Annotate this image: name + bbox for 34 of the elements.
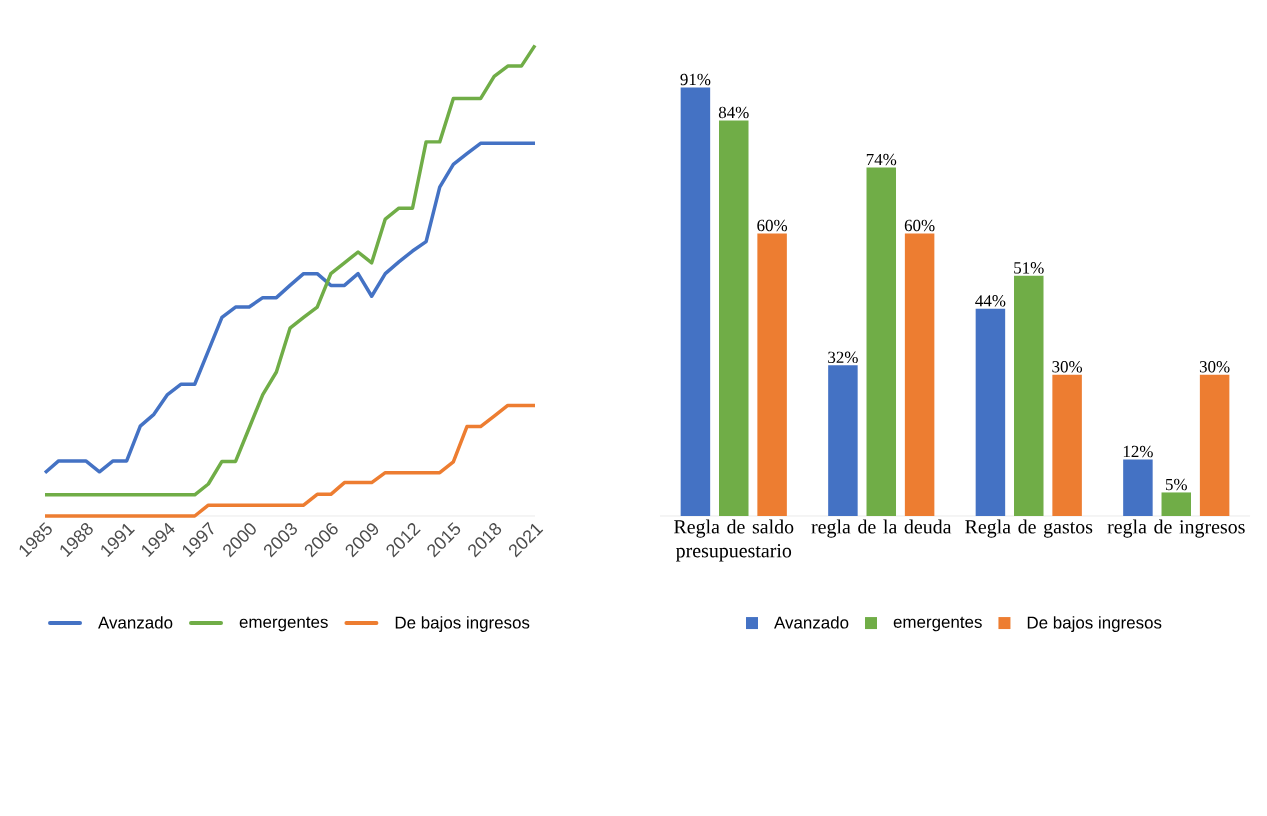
x-tick-label: Regla de saldo presupuestario — [674, 519, 794, 562]
data-label: 32% — [828, 351, 858, 364]
bar — [828, 365, 858, 516]
bar — [680, 87, 711, 516]
bar — [866, 167, 897, 516]
data-label: 51% — [1014, 262, 1044, 274]
bar — [719, 120, 749, 516]
data-label: 12% — [1123, 445, 1153, 458]
bar — [1123, 459, 1153, 516]
legend-label: Avanzado — [98, 616, 173, 629]
bar — [1199, 374, 1230, 516]
data-label: 30% — [1199, 361, 1230, 373]
legend-label: De bajos ingresos — [1027, 616, 1162, 632]
bar — [904, 233, 935, 516]
x-tick-label: Regla de gastos — [965, 519, 1093, 538]
legend-label: De bajos ingresos — [395, 616, 530, 632]
legend-label: emergentes — [893, 616, 982, 632]
data-label: 44% — [975, 295, 1006, 307]
bar — [757, 233, 787, 516]
x-tick-label: regla de ingresos — [1107, 519, 1245, 538]
bar — [1052, 374, 1082, 516]
data-label: 84% — [718, 106, 749, 119]
data-label: 74% — [866, 153, 897, 166]
data-label: 60% — [904, 219, 935, 232]
data-label: 91% — [680, 73, 711, 86]
data-label: 5% — [1165, 478, 1187, 491]
bar — [1161, 492, 1192, 516]
legend-label: emergentes — [239, 616, 328, 632]
data-label: 60% — [757, 219, 788, 232]
bar — [1014, 275, 1044, 516]
legend-label: Avanzado — [774, 616, 849, 629]
x-tick-label: regla de la deuda — [811, 519, 952, 538]
bar — [975, 308, 1006, 516]
data-label: 30% — [1052, 361, 1083, 373]
